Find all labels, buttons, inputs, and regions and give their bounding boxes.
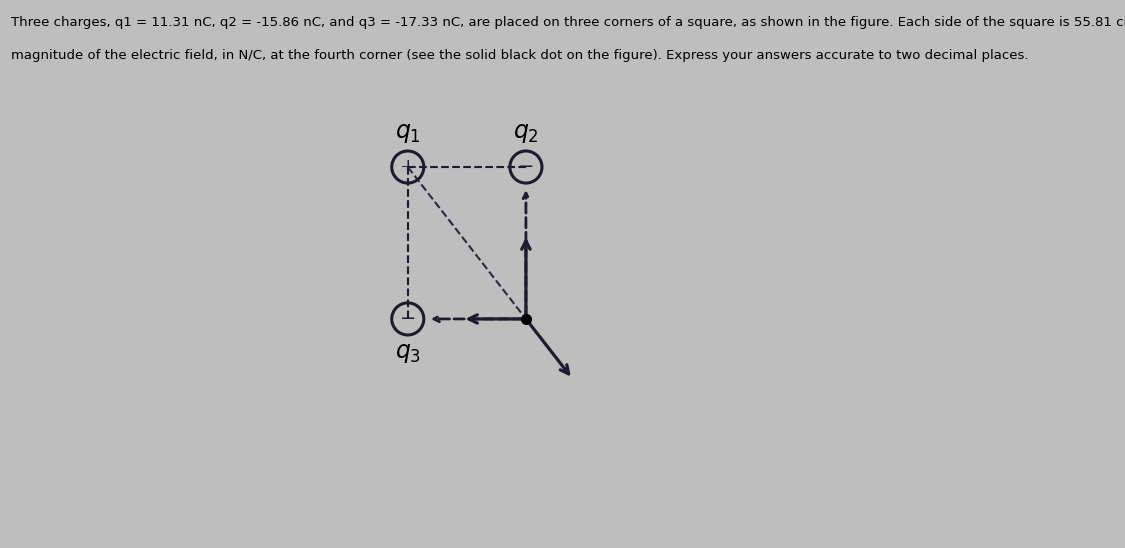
Text: $q_2$: $q_2$ [513,121,539,145]
Text: −: − [399,310,416,328]
Text: −: − [518,158,534,176]
Text: +: + [399,158,416,176]
Text: Three charges, q1 = 11.31 nC, q2 = -15.86 nC, and q3 = -17.33 nC, are placed on : Three charges, q1 = 11.31 nC, q2 = -15.8… [11,16,1125,30]
Text: magnitude of the electric field, in N/C, at the fourth corner (see the solid bla: magnitude of the electric field, in N/C,… [11,49,1028,62]
Text: $q_1$: $q_1$ [395,121,421,145]
Text: $q_3$: $q_3$ [395,341,421,366]
